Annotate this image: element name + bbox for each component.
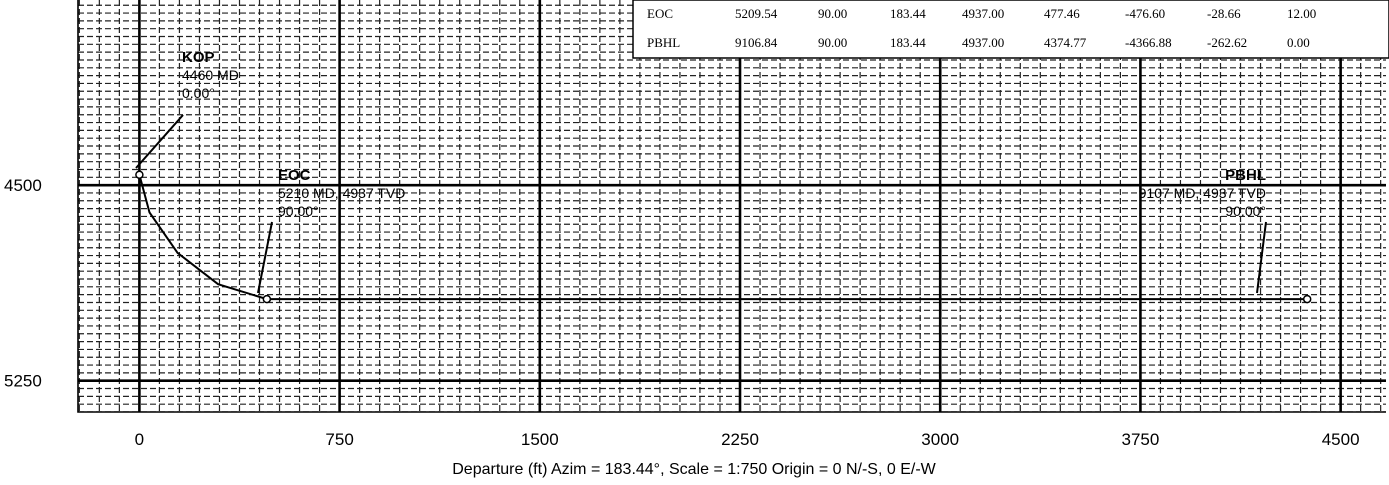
annotation-leader bbox=[1256, 221, 1267, 294]
table-cell: 183.44 bbox=[890, 35, 926, 50]
table-cell: 12.00 bbox=[1287, 6, 1316, 21]
table-cell: 4937.00 bbox=[962, 35, 1004, 50]
annotation-name: PBHL bbox=[1225, 167, 1266, 184]
table-cell: PBHL bbox=[647, 35, 680, 50]
table-cell: 90.00 bbox=[818, 35, 847, 50]
x-tick-label: 3000 bbox=[921, 430, 959, 449]
table-cell: 9106.84 bbox=[735, 35, 778, 50]
x-tick-label: 0 bbox=[135, 430, 144, 449]
x-tick-label: 1500 bbox=[521, 430, 559, 449]
table-cell: 90.00 bbox=[818, 6, 847, 21]
x-tick-label: 2250 bbox=[721, 430, 759, 449]
survey-point-marker bbox=[1302, 294, 1312, 304]
annotation-detail: 5210 MD, 4937 TVD bbox=[278, 185, 405, 201]
table-cell: 4374.77 bbox=[1044, 35, 1087, 50]
table-cell: 5209.54 bbox=[735, 6, 778, 21]
annotation-detail: 4460 MD bbox=[182, 67, 239, 83]
annotation-detail: 90.00° bbox=[1225, 203, 1266, 219]
table-cell: 4937.00 bbox=[962, 6, 1004, 21]
annotation-name: KOP bbox=[182, 49, 215, 66]
table-cell: 0.00 bbox=[1287, 35, 1310, 50]
annotation-detail: 9107 MD, 4937 TVD bbox=[1139, 185, 1266, 201]
table-cell: 183.44 bbox=[890, 6, 926, 21]
x-tick-label: 4500 bbox=[1322, 430, 1360, 449]
y-tick-label: 5250 bbox=[4, 372, 42, 391]
grid-group bbox=[78, 0, 1386, 412]
well-plan-table bbox=[632, 0, 1389, 59]
x-tick-label: 3750 bbox=[1122, 430, 1160, 449]
annotation-detail: 0.00° bbox=[182, 85, 215, 101]
survey-point-marker bbox=[135, 170, 144, 179]
table-cell: 477.46 bbox=[1044, 6, 1080, 21]
table-cell: -4366.88 bbox=[1125, 35, 1172, 50]
y-tick-label: 4500 bbox=[4, 176, 42, 195]
annotation-leader bbox=[135, 114, 184, 169]
annotation-leader bbox=[257, 221, 273, 294]
annotation-detail: 90.00° bbox=[278, 203, 319, 219]
x-tick-label: 750 bbox=[325, 430, 353, 449]
plot-frame bbox=[77, 0, 1386, 413]
x-axis-label: Departure (ft) Azim = 183.44°, Scale = 1… bbox=[452, 461, 936, 478]
table-cell: -476.60 bbox=[1125, 6, 1165, 21]
annotation-name: EOC bbox=[278, 167, 311, 184]
well-path-line bbox=[138, 174, 1308, 301]
survey-point-marker bbox=[262, 294, 272, 304]
table-cell: -262.62 bbox=[1207, 35, 1247, 50]
table-cell: -28.66 bbox=[1207, 6, 1241, 21]
table-cell: EOC bbox=[647, 6, 673, 21]
